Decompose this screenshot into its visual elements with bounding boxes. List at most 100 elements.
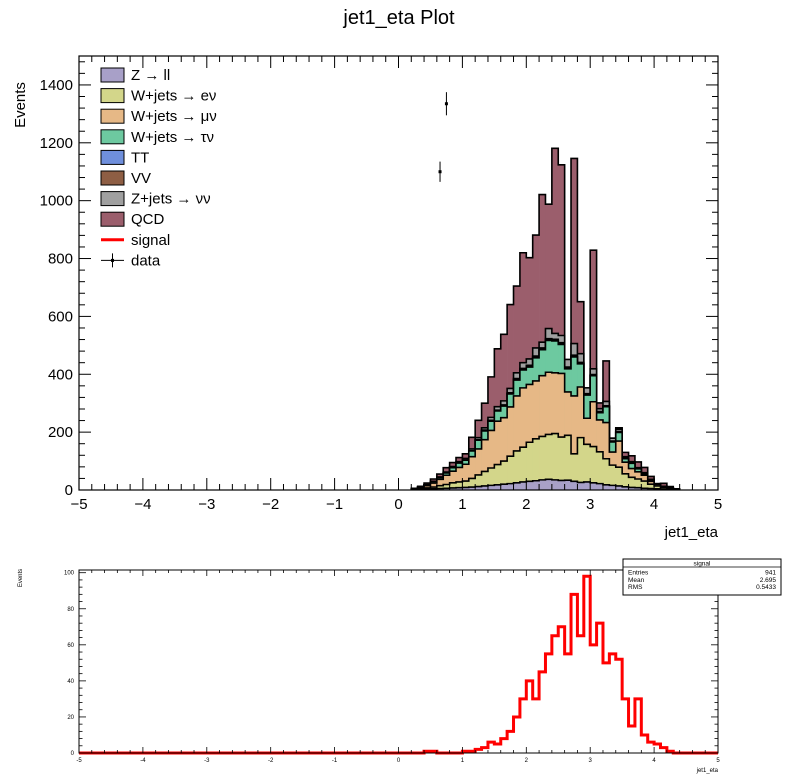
stack-bar xyxy=(532,480,540,490)
stack-bar xyxy=(494,421,502,490)
stack-bar xyxy=(647,484,655,490)
stack-bar xyxy=(481,485,489,490)
legend-label: data xyxy=(131,252,161,269)
legend-label: Z → ll xyxy=(131,67,170,84)
stack-bar xyxy=(519,481,527,490)
stack-bar xyxy=(571,481,578,490)
signal-x-tick-label: -2 xyxy=(268,758,274,764)
stack-bar xyxy=(602,422,610,490)
legend-label: W+jets → μν xyxy=(131,108,217,125)
stats-box-title: signal xyxy=(694,561,712,568)
stack-bar xyxy=(494,484,502,490)
stack-outline xyxy=(410,432,681,491)
stack-bar xyxy=(468,478,476,490)
signal-x-tick-label: 5 xyxy=(716,758,720,764)
stack-bar xyxy=(539,375,546,490)
stack-bar xyxy=(519,447,527,490)
stack-bar xyxy=(615,467,623,490)
stack-bar xyxy=(462,487,470,490)
signal-x-tick-label: -5 xyxy=(76,758,82,764)
stack-bar xyxy=(507,483,514,490)
legend-swatch xyxy=(100,211,125,227)
stack-bar xyxy=(449,487,457,490)
stats-row-label: RMS xyxy=(628,584,643,591)
stack-bar xyxy=(519,387,527,490)
stack-bar xyxy=(545,372,553,490)
stack-bar xyxy=(602,484,610,490)
stack-bar xyxy=(481,439,489,490)
stack-bar xyxy=(487,468,495,490)
legend-entry: signal xyxy=(101,232,170,249)
data-point xyxy=(438,161,442,182)
stack-bar xyxy=(622,473,629,490)
stack-bar xyxy=(545,479,553,490)
stack-bar xyxy=(641,488,649,490)
stack-bar xyxy=(539,436,546,490)
stack-bar xyxy=(577,437,585,490)
stack-bar xyxy=(449,471,457,490)
stack-bar xyxy=(436,479,444,490)
main-y-tick-label: 800 xyxy=(48,251,73,268)
legend-entry: VV xyxy=(100,170,151,187)
stack-bar xyxy=(481,471,489,490)
legend-entry: data xyxy=(101,252,161,269)
legend-label: W+jets → eν xyxy=(131,88,216,105)
stack-bar xyxy=(583,444,591,490)
main-x-axis-label: jet1_eta xyxy=(664,524,719,541)
stack-bar xyxy=(475,474,482,490)
stack-bar xyxy=(609,485,617,490)
signal-y-tick-label: 100 xyxy=(64,571,75,577)
stack-outline xyxy=(410,478,681,491)
stack-outline xyxy=(410,371,681,490)
stats-box: signal Entries 941 Mean 2.695 RMS 0.5433 xyxy=(622,558,782,596)
main-y-axis: 0 200 400 600 800 1000 1200 1400 xyxy=(40,61,718,499)
signal-x-tick-label: 0 xyxy=(397,758,401,764)
main-x-tick-label: 1 xyxy=(458,496,466,513)
signal-histogram xyxy=(79,574,718,755)
signal-x-axis: -5 -4 -3 -2 -1 0 1 2 3 4 5 xyxy=(76,570,720,764)
stack-bar xyxy=(507,456,514,490)
legend-label: signal xyxy=(131,232,170,249)
stack-bar xyxy=(526,384,533,490)
stack-bar xyxy=(456,467,463,490)
stack-bar xyxy=(500,417,508,490)
stack-bar xyxy=(628,487,636,490)
stack-bar xyxy=(558,480,565,490)
signal-x-tick-label: -1 xyxy=(332,758,338,764)
signal-x-tick-label: 4 xyxy=(652,758,656,764)
signal-line xyxy=(79,574,718,755)
legend-label: VV xyxy=(131,170,151,187)
stack-bar xyxy=(596,451,604,490)
signal-x-tick-label: 1 xyxy=(461,758,465,764)
stack-bar xyxy=(590,446,597,490)
stack-bar xyxy=(551,433,559,490)
stack-bar xyxy=(532,438,540,490)
stats-row-value: 0.5433 xyxy=(756,584,776,591)
stack-bar xyxy=(545,434,553,490)
stack-bar xyxy=(551,479,559,490)
legend-label: TT xyxy=(131,149,149,166)
main-x-tick-label: −3 xyxy=(198,496,215,513)
main-x-tick-label: 0 xyxy=(394,496,402,513)
signal-x-tick-label: -3 xyxy=(204,758,210,764)
stack-bar xyxy=(443,484,450,490)
legend-swatch xyxy=(100,67,125,83)
signal-y-axis: 0 20 40 60 80 100 xyxy=(64,571,718,757)
main-x-tick-label: 2 xyxy=(522,496,530,513)
signal-y-tick-label: 20 xyxy=(67,715,74,721)
stack-bar xyxy=(551,148,559,491)
legend-swatch xyxy=(100,88,125,104)
stack-bar xyxy=(456,487,463,490)
legend-swatch xyxy=(100,129,125,145)
main-y-tick-label: 1400 xyxy=(40,77,73,94)
legend: Z → ll W+jets → eν W+jets → μν W+jets → τν T… xyxy=(100,67,217,269)
stack-bar xyxy=(564,480,572,490)
signal-x-tick-label: 2 xyxy=(525,758,529,764)
stack-layer xyxy=(410,478,681,491)
main-y-tick-label: 1000 xyxy=(40,193,73,210)
stack-bar xyxy=(475,486,482,490)
stack-bar xyxy=(468,487,476,490)
signal-y-tick-label: 0 xyxy=(71,751,75,757)
stack-bar xyxy=(571,158,578,491)
